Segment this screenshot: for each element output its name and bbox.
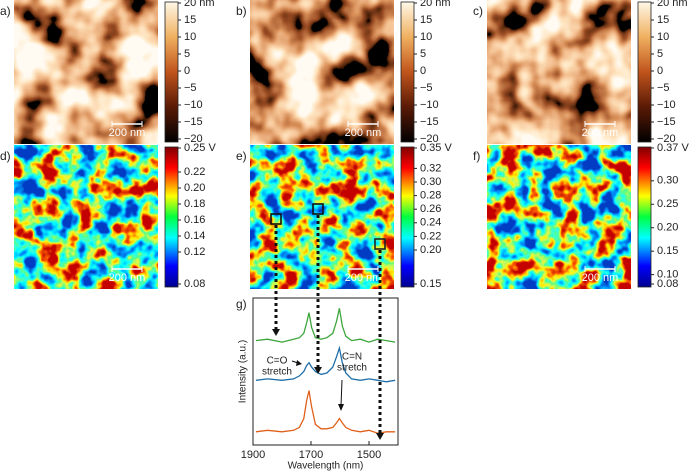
panel-label: c) [473,4,483,18]
scale-bar-label: 200 nm [582,127,619,139]
colorbar-tick-label: 5 [657,48,663,60]
panel-label: b) [236,4,247,18]
colorbar-tick-label: 0.14 [184,230,205,242]
colorbar-tick-label: −15 [657,116,676,128]
panel-label: f) [473,149,480,163]
spectrum-line [255,390,396,434]
panel-label: g) [236,297,247,311]
panel-label: e) [236,149,247,163]
colorbar-tick-label: 20 nm [184,0,215,9]
colorbar-tick-label: 0.37 V [657,142,689,154]
colorbar-tick-label: 5 [184,48,190,60]
colorbar-tick-label: −10 [184,99,203,111]
colorbar-tick-label: 0.25 [657,198,678,210]
annotation: C=O [267,356,288,367]
colorbar-tick-label: 0.08 [657,278,678,290]
map-image [14,145,158,289]
panel-label: d) [0,149,11,163]
colorbar-tick-label: −20 [657,133,676,145]
x-axis-label: Wavelength (nm) [288,461,364,472]
colorbar-tick-label: 0.20 [657,222,678,234]
colorbar [164,146,179,288]
colorbar-tick-label: 0.08 [184,278,205,290]
annotation: C=N [342,352,362,363]
colorbar-tick-label: −10 [420,99,439,111]
arrow-head [296,360,302,366]
colorbar-tick-label: 0 [420,65,426,77]
colorbar-tick-label: 5 [420,48,426,60]
map-image [250,0,394,144]
colorbar-tick-label: 0.15 [657,245,678,257]
map-image [487,145,631,289]
arrow-head [314,367,322,374]
colorbar-tick-label: 15 [184,14,196,26]
panel-label: a) [0,4,11,18]
colorbar-tick-label: 20 nm [657,0,688,9]
colorbar-tick-label: 0.26 [420,203,441,215]
colorbar [164,1,179,143]
colorbar-tick-label: 0.18 [184,198,205,210]
colorbar-tick-label: 0 [657,65,663,77]
colorbar-tick-label: −10 [657,99,676,111]
colorbar-tick-label: 10 [184,31,196,43]
colorbar-tick-label: −5 [657,82,670,94]
annotation: stretch [262,367,292,378]
colorbar-tick-label: 0.22 [420,230,441,242]
arrow-head [272,329,280,336]
plot-frame [252,297,399,446]
colorbar-tick-label: −20 [420,133,439,145]
map-image [487,0,631,144]
annotation-arrow [340,379,343,407]
colorbar-tick-label: 0.15 [420,278,441,290]
colorbar-tick-label: 10 [420,31,432,43]
colorbar-tick-label: 0.28 [420,190,441,202]
y-axis-label: Intensity (a.u.) [238,340,249,403]
colorbar [637,146,652,288]
colorbar [400,146,415,288]
spot-marker [374,238,386,250]
colorbar-tick-label: 0.20 [184,182,205,194]
colorbar-tick-label: 0 [184,65,190,77]
colorbar-tick-label: −15 [420,116,439,128]
colorbar-tick-label: 0.22 [184,166,205,178]
scale-bar-label: 200 nm [109,272,146,284]
spectrum-line [255,308,396,343]
colorbar [400,1,415,143]
colorbar [637,1,652,143]
colorbar-tick-label: 15 [657,14,669,26]
colorbar-tick-label: 0.12 [184,246,205,258]
colorbar-tick-label: −15 [184,116,203,128]
colorbar-tick-label: 0.25 V [184,142,216,154]
colorbar-tick-label: 0.30 [420,176,441,188]
spot-marker [270,213,282,225]
colorbar-tick-label: 15 [420,14,432,26]
colorbar-tick-label: 0.35 V [420,142,452,154]
colorbar-tick-label: 0.24 [420,217,441,229]
colorbar-tick-label: −20 [184,133,203,145]
colorbar-tick-label: 0.20 [420,244,441,256]
x-tick-label: 1900 [241,449,265,461]
colorbar-tick-label: 0.30 [657,175,678,187]
colorbar-tick-label: −5 [184,82,197,94]
colorbar-tick-label: 0.32 [420,162,441,174]
spectrum-line [255,345,396,383]
colorbar-tick-label: 20 nm [420,0,451,9]
scale-bar-label: 200 nm [582,272,619,284]
scale-bar-label: 200 nm [345,127,382,139]
annotation: stretch [337,363,367,374]
scale-bar-label: 200 nm [109,127,146,139]
arrow-head [338,404,344,411]
spot-marker [312,203,324,215]
map-image [250,145,394,289]
arrow-head [376,433,384,440]
scale-bar-label: 200 nm [345,272,382,284]
map-image [14,0,158,144]
colorbar-tick-label: −5 [420,82,433,94]
colorbar-tick-label: 0.10 [657,269,678,281]
x-tick-label: 1700 [299,449,323,461]
colorbar-tick-label: 0.16 [184,214,205,226]
x-tick-label: 1500 [357,449,381,461]
colorbar-tick-label: 10 [657,31,669,43]
